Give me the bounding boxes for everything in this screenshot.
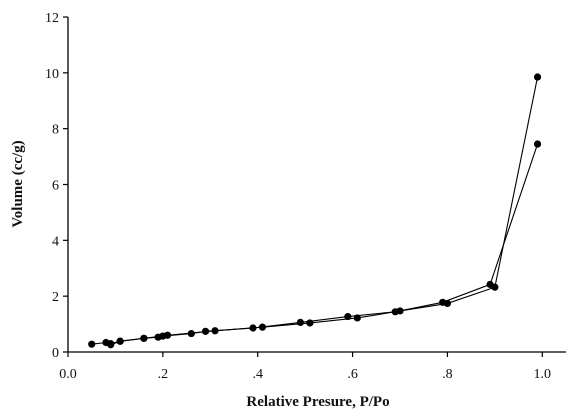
x-axis-title: Relative Presure, P/Po [246, 394, 389, 410]
data-point [249, 324, 257, 332]
data-point [296, 318, 304, 327]
y-axis-title: Volume (cc/g) [10, 140, 26, 227]
data-point [201, 327, 210, 335]
data-point [140, 334, 148, 342]
data-point [258, 323, 267, 331]
data-point [491, 283, 499, 291]
data-point [187, 329, 195, 338]
series-layer [88, 73, 542, 349]
data-point [306, 319, 314, 327]
axes [67, 17, 566, 353]
data-point [353, 314, 361, 322]
x-tick-label: .6 [347, 367, 358, 382]
x-tick-label: 0.0 [59, 367, 77, 382]
data-point [107, 341, 115, 349]
data-point [533, 140, 542, 148]
x-ticks: 0.0 .2 .4 .6 .8 1.0 [59, 352, 551, 382]
y-tick-label: 2 [52, 290, 59, 305]
data-point [211, 327, 219, 335]
data-point [88, 340, 96, 348]
data-point [154, 333, 162, 341]
data-point [344, 312, 352, 321]
x-tick-label: 1.0 [534, 367, 552, 382]
x-tick-label: .2 [158, 367, 169, 382]
y-tick-label: 10 [45, 67, 59, 82]
y-tick-label: 4 [52, 234, 59, 249]
data-point [396, 307, 404, 315]
data-point [164, 331, 172, 339]
x-tick-label: .4 [252, 367, 263, 382]
data-point [116, 337, 124, 345]
data-point [443, 299, 452, 308]
y-tick-label: 0 [52, 346, 59, 361]
series-line-1 [91, 143, 539, 345]
x-tick-label: .8 [442, 367, 453, 382]
data-point [533, 73, 542, 81]
y-tick-label: 8 [52, 123, 59, 138]
y-tick-label: 6 [52, 179, 59, 194]
y-tick-label: 12 [45, 11, 59, 26]
series-line-2 [110, 76, 539, 346]
y-ticks: 0 2 4 6 8 10 12 [45, 11, 68, 361]
